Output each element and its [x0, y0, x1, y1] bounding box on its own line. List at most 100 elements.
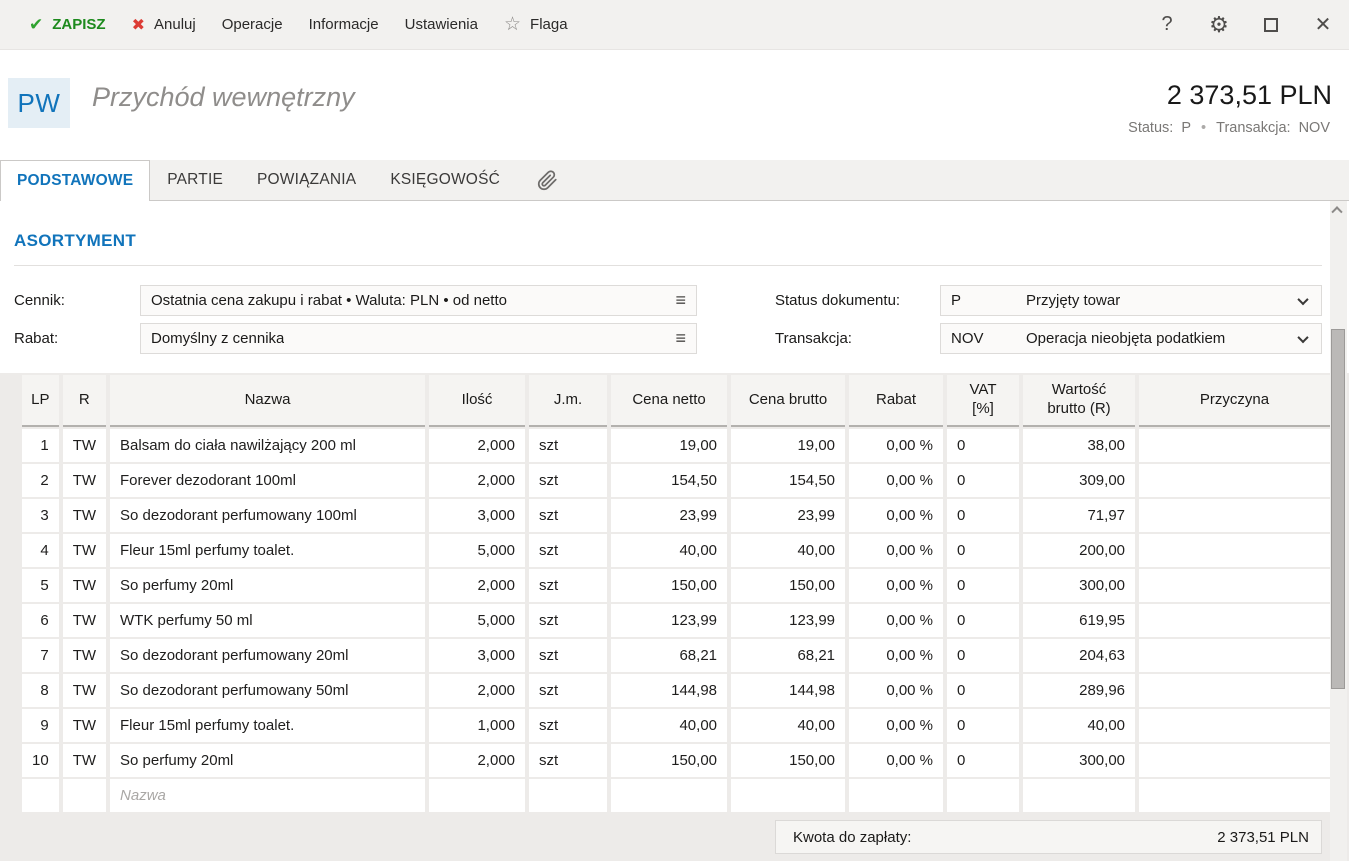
operations-menu[interactable]: Operacje — [209, 0, 296, 50]
attachments-tab[interactable] — [523, 160, 572, 200]
table-cell[interactable]: TW — [63, 534, 106, 567]
table-cell[interactable]: 0,00 % — [849, 499, 943, 532]
table-cell[interactable]: 68,21 — [731, 639, 845, 672]
table-cell[interactable]: 0,00 % — [849, 639, 943, 672]
table-cell[interactable]: 0,00 % — [849, 534, 943, 567]
name-placeholder-cell[interactable]: Nazwa — [110, 779, 425, 812]
table-cell[interactable]: TW — [63, 499, 106, 532]
table-cell[interactable]: 2,000 — [429, 429, 525, 462]
table-cell[interactable]: 5,000 — [429, 604, 525, 637]
table-cell[interactable]: 71,97 — [1023, 499, 1135, 532]
table-cell[interactable]: 9 — [22, 709, 59, 742]
table-cell[interactable]: szt — [529, 464, 607, 497]
table-row[interactable]: 8TWSo dezodorant perfumowany 50ml2,000sz… — [22, 674, 1330, 707]
table-cell[interactable]: 144,98 — [731, 674, 845, 707]
table-cell[interactable]: TW — [63, 639, 106, 672]
table-cell[interactable]: 2,000 — [429, 674, 525, 707]
table-cell[interactable] — [1139, 674, 1330, 707]
rabat-field[interactable]: Domyślny z cennika ≡ — [140, 323, 697, 354]
table-cell[interactable]: 2,000 — [429, 744, 525, 777]
table-cell[interactable]: 309,00 — [1023, 464, 1135, 497]
column-header[interactable]: Przyczyna — [1139, 375, 1330, 427]
table-cell[interactable]: szt — [529, 429, 607, 462]
table-cell[interactable]: Fleur 15ml perfumy toalet. — [110, 709, 425, 742]
close-button[interactable]: ✕ — [1297, 0, 1349, 50]
table-cell[interactable]: So perfumy 20ml — [110, 569, 425, 602]
help-button[interactable]: ? — [1141, 0, 1193, 50]
table-cell[interactable]: TW — [63, 744, 106, 777]
table-cell[interactable]: 0,00 % — [849, 744, 943, 777]
column-header[interactable]: VAT [%] — [947, 375, 1019, 427]
table-row[interactable]: 7TWSo dezodorant perfumowany 20ml3,000sz… — [22, 639, 1330, 672]
maximize-button[interactable] — [1245, 0, 1297, 50]
tab-partie[interactable]: PARTIE — [150, 160, 240, 200]
scroll-up-button[interactable] — [1333, 205, 1343, 215]
table-cell[interactable]: 5,000 — [429, 534, 525, 567]
table-cell[interactable]: TW — [63, 429, 106, 462]
tab-podstawowe[interactable]: PODSTAWOWE — [0, 160, 150, 201]
table-cell[interactable]: TW — [63, 709, 106, 742]
column-header[interactable]: J.m. — [529, 375, 607, 427]
column-header[interactable]: Nazwa — [110, 375, 425, 427]
table-cell[interactable] — [1139, 639, 1330, 672]
table-cell[interactable]: 3,000 — [429, 499, 525, 532]
table-cell[interactable]: 40,00 — [611, 534, 727, 567]
table-cell[interactable]: 300,00 — [1023, 744, 1135, 777]
table-cell[interactable]: 19,00 — [611, 429, 727, 462]
table-row[interactable]: 4TWFleur 15ml perfumy toalet.5,000szt40,… — [22, 534, 1330, 567]
table-cell[interactable]: 619,95 — [1023, 604, 1135, 637]
table-cell[interactable] — [1139, 604, 1330, 637]
table-cell[interactable]: szt — [529, 709, 607, 742]
table-cell[interactable]: Balsam do ciała nawilżający 200 ml — [110, 429, 425, 462]
new-qty-cell[interactable] — [429, 779, 525, 812]
table-cell[interactable]: 289,96 — [1023, 674, 1135, 707]
table-cell[interactable]: 4 — [22, 534, 59, 567]
table-cell[interactable]: 123,99 — [611, 604, 727, 637]
table-cell[interactable]: 40,00 — [731, 534, 845, 567]
table-cell[interactable]: 40,00 — [731, 709, 845, 742]
table-cell[interactable]: 1,000 — [429, 709, 525, 742]
table-cell[interactable]: 0,00 % — [849, 429, 943, 462]
table-row[interactable]: 2TWForever dezodorant 100ml2,000szt154,5… — [22, 464, 1330, 497]
table-cell[interactable] — [1139, 744, 1330, 777]
table-cell[interactable]: 5 — [22, 569, 59, 602]
table-cell[interactable]: 2,000 — [429, 569, 525, 602]
table-cell[interactable] — [1139, 429, 1330, 462]
table-cell[interactable] — [1139, 464, 1330, 497]
table-cell[interactable]: 0 — [947, 604, 1019, 637]
table-cell[interactable]: WTK perfumy 50 ml — [110, 604, 425, 637]
table-cell[interactable]: szt — [529, 534, 607, 567]
table-cell[interactable]: 0 — [947, 429, 1019, 462]
table-row[interactable]: 5TWSo perfumy 20ml2,000szt150,00150,000,… — [22, 569, 1330, 602]
new-discount-cell[interactable] — [849, 779, 943, 812]
table-cell[interactable]: 0 — [947, 674, 1019, 707]
table-row[interactable]: 10TWSo perfumy 20ml2,000szt150,00150,000… — [22, 744, 1330, 777]
column-header[interactable]: Wartość brutto (R) — [1023, 375, 1135, 427]
table-cell[interactable]: 3,000 — [429, 639, 525, 672]
status-select[interactable]: P Przyjęty towar — [940, 285, 1322, 316]
cancel-button[interactable]: ✖ Anuluj — [119, 0, 209, 50]
new-gross-cell[interactable] — [731, 779, 845, 812]
table-cell[interactable]: So dezodorant perfumowany 20ml — [110, 639, 425, 672]
table-cell[interactable]: szt — [529, 499, 607, 532]
table-cell[interactable]: TW — [63, 604, 106, 637]
table-cell[interactable]: 123,99 — [731, 604, 845, 637]
table-cell[interactable]: 144,98 — [611, 674, 727, 707]
column-header[interactable]: Cena brutto — [731, 375, 845, 427]
table-cell[interactable]: 68,21 — [611, 639, 727, 672]
table-cell[interactable]: szt — [529, 744, 607, 777]
table-cell[interactable] — [1139, 709, 1330, 742]
tab-powiazania[interactable]: POWIĄZANIA — [240, 160, 373, 200]
column-header[interactable]: R — [63, 375, 106, 427]
table-cell[interactable]: 40,00 — [1023, 709, 1135, 742]
new-unit-cell[interactable] — [529, 779, 607, 812]
table-cell[interactable]: 0 — [947, 709, 1019, 742]
table-cell[interactable]: 0 — [947, 639, 1019, 672]
table-cell[interactable]: szt — [529, 674, 607, 707]
tab-ksiegowosc[interactable]: KSIĘGOWOŚĆ — [373, 160, 517, 200]
table-cell[interactable]: 23,99 — [731, 499, 845, 532]
table-cell[interactable]: So dezodorant perfumowany 100ml — [110, 499, 425, 532]
table-cell[interactable]: 0,00 % — [849, 709, 943, 742]
table-cell[interactable]: 3 — [22, 499, 59, 532]
table-row[interactable]: 9TWFleur 15ml perfumy toalet.1,000szt 40,… — [22, 709, 1330, 742]
